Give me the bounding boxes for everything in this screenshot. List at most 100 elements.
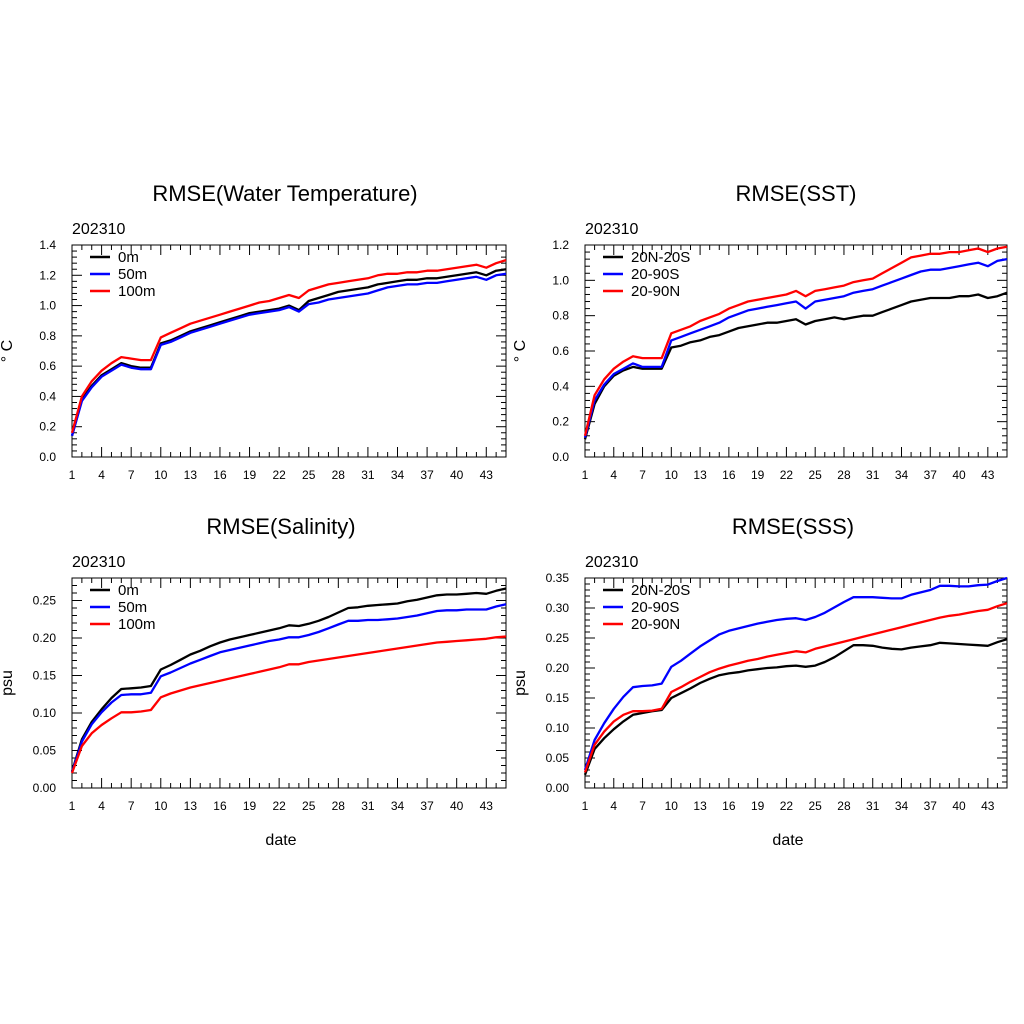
- chart-subtitle: 202310: [585, 554, 638, 571]
- y-tick-label: 0.2: [39, 420, 56, 434]
- legend-label: 20-90S: [631, 599, 679, 616]
- series-line-0m: [70, 268, 507, 437]
- series-line-100m: [70, 259, 507, 434]
- x-tick-label: 16: [213, 468, 227, 482]
- x-tick-label: 4: [98, 799, 105, 813]
- y-tick-label: 0.15: [546, 691, 570, 705]
- y-tick-label: 1.0: [39, 299, 56, 313]
- x-tick-label: 25: [809, 468, 823, 482]
- y-axis: 0.0 0.2 0.4 0.6 0.8 1.0 1.2: [552, 238, 1007, 464]
- x-tick-label: 34: [391, 799, 405, 813]
- chart-subtitle: 202310: [72, 221, 125, 238]
- y-tick-label: 0.2: [552, 415, 569, 429]
- x-axis-label: date: [772, 832, 803, 849]
- x-tick-label: 31: [361, 468, 375, 482]
- legend-label: 0m: [118, 249, 139, 266]
- y-axis-label: psu: [512, 670, 529, 696]
- y-tick-label: 0.05: [546, 751, 570, 765]
- x-tick-label: 25: [809, 799, 823, 813]
- x-tick-label: 34: [895, 468, 909, 482]
- x-tick-label: 31: [866, 799, 880, 813]
- y-tick-label: 0.20: [546, 661, 570, 675]
- series-line-50m: [70, 603, 507, 773]
- x-tick-label: 13: [693, 468, 707, 482]
- y-tick-label: 0.0: [39, 450, 56, 464]
- legend-label: 20N-20S: [631, 249, 690, 266]
- x-tick-label: 43: [981, 468, 995, 482]
- x-tick-label: 22: [272, 468, 286, 482]
- x-tick-label: 7: [128, 799, 135, 813]
- x-tick-label: 10: [154, 799, 168, 813]
- x-tick-label: 19: [751, 799, 765, 813]
- x-tick-label: 16: [722, 799, 736, 813]
- x-tick-label: 43: [981, 799, 995, 813]
- chart-subtitle: 202310: [72, 554, 125, 571]
- x-tick-label: 22: [780, 468, 794, 482]
- x-tick-label: 37: [924, 799, 938, 813]
- x-tick-label: 7: [639, 468, 646, 482]
- legend-label: 20-90N: [631, 616, 680, 633]
- y-axis: 0.0 0.2 0.4 0.6 0.8 1.0 1.2 1.4: [39, 238, 506, 464]
- y-tick-label: 0.35: [546, 571, 570, 585]
- y-axis-label: ° C: [0, 340, 16, 362]
- x-tick-label: 16: [213, 799, 227, 813]
- x-tick-label: 13: [693, 799, 707, 813]
- x-tick-label: 37: [420, 799, 434, 813]
- x-axis: 1 4 7 10 13 16 19 22 25 28 31 34 37 40 43: [69, 245, 507, 482]
- y-tick-label: 0.10: [546, 721, 570, 735]
- y-tick-label: 0.4: [552, 379, 569, 393]
- y-tick-label: 0.05: [33, 744, 57, 758]
- y-tick-label: 1.0: [552, 273, 569, 287]
- y-axis: 0.00 0.05 0.10 0.15 0.20 0.25: [33, 577, 506, 795]
- y-tick-label: 0.25: [33, 594, 57, 608]
- x-tick-label: 1: [69, 468, 76, 482]
- x-tick-label: 34: [391, 468, 405, 482]
- y-tick-label: 0.8: [552, 309, 569, 323]
- chart-panel-4: RMSE(SSS) 202310 1 4 7 10 13 16 19 22 25 28 31 34 37 40…: [512, 514, 1008, 849]
- y-tick-label: 0.10: [33, 706, 57, 720]
- series-line-20N-20S: [583, 638, 1008, 776]
- y-tick-label: 0.00: [33, 781, 57, 795]
- x-tick-label: 4: [610, 468, 617, 482]
- x-tick-label: 1: [69, 799, 76, 813]
- x-tick-label: 1: [582, 468, 589, 482]
- x-axis: 1 4 7 10 13 16 19 22 25 28 31 34 37 40 43: [582, 578, 1008, 813]
- chart-panel-3: RMSE(Salinity) 202310 1 4 7 10 13 16 19 22 25 28 31 3…: [0, 514, 507, 849]
- series-line-50m: [70, 272, 507, 437]
- x-tick-label: 7: [128, 468, 135, 482]
- y-tick-label: 1.2: [552, 238, 569, 252]
- chart-title: RMSE(SST): [736, 181, 857, 206]
- series-line-20-90N: [583, 602, 1008, 773]
- legend-label: 100m: [118, 283, 156, 300]
- x-tick-label: 10: [665, 468, 679, 482]
- x-tick-label: 31: [361, 799, 375, 813]
- chart-title: RMSE(SSS): [732, 514, 854, 539]
- y-axis-label: psu: [0, 670, 16, 696]
- series-line-20N-20S: [583, 291, 1008, 440]
- legend-label: 20-90N: [631, 283, 680, 300]
- x-tick-label: 10: [665, 799, 679, 813]
- chart-subtitle: 202310: [585, 221, 638, 238]
- chart-title: RMSE(Salinity): [206, 514, 355, 539]
- legend-label: 0m: [118, 582, 139, 599]
- legend-label: 50m: [118, 266, 147, 283]
- x-tick-label: 31: [866, 468, 880, 482]
- x-tick-label: 37: [924, 468, 938, 482]
- series-line-0m: [70, 587, 507, 772]
- x-tick-label: 43: [480, 468, 494, 482]
- chart-panel-2: RMSE(SST) 202310 1 4 7 10 13 16 19 22 25 28 31 34 37 40…: [512, 181, 1008, 482]
- x-tick-label: 22: [780, 799, 794, 813]
- x-tick-label: 28: [332, 468, 346, 482]
- x-tick-label: 22: [272, 799, 286, 813]
- chart-panel-1: RMSE(Water Temperature) 202310 1 4 7 10 13 16 19…: [0, 181, 507, 482]
- legend-label: 50m: [118, 599, 147, 616]
- y-tick-label: 0.15: [33, 669, 57, 683]
- legend-label: 100m: [118, 616, 156, 633]
- x-tick-label: 1: [582, 799, 589, 813]
- y-tick-label: 0.8: [39, 329, 56, 343]
- y-tick-label: 0.6: [39, 359, 56, 373]
- x-tick-label: 40: [952, 468, 966, 482]
